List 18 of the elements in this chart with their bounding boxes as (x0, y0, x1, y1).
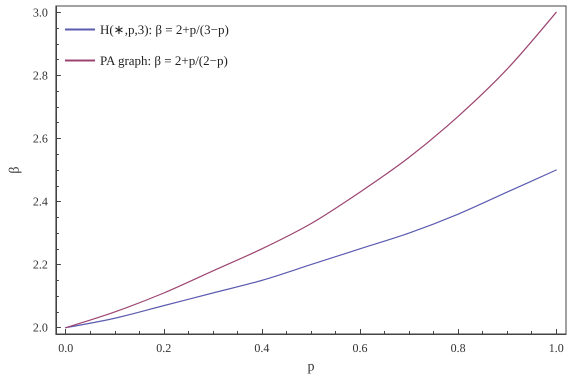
legend-label: H(∗,p,3): β = 2+p/(3−p) (100, 22, 229, 37)
x-tick-label: 0.8 (450, 341, 466, 355)
line-series (65, 12, 557, 328)
x-tick-label: 0.0 (58, 341, 74, 355)
x-tick-label: 1.0 (548, 341, 564, 355)
y-tick-label: 2.4 (32, 194, 48, 209)
x-axis-title: p (307, 360, 314, 374)
y-tick-label: 3.0 (32, 5, 48, 20)
x-tick-label: 0.2 (156, 341, 172, 355)
x-tick-label: 0.4 (254, 341, 270, 355)
y-tick-label: 2.8 (32, 68, 48, 82)
y-tick-label: 2.0 (32, 320, 48, 335)
y-tick-label: 2.6 (32, 131, 48, 146)
y-axis-title: β (8, 166, 22, 174)
x-tick-label: 0.6 (352, 341, 368, 355)
line-series (65, 169, 557, 328)
y-tick-label: 2.2 (32, 258, 48, 272)
legend-label: PA graph: β = 2+p/(2−p) (100, 53, 228, 68)
